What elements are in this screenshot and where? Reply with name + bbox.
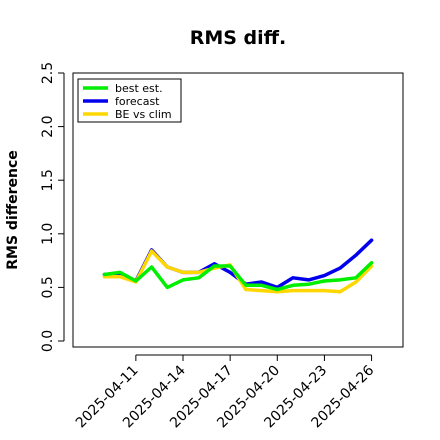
series-line-best-est-: [102, 260, 374, 292]
legend-label: best est.: [115, 82, 163, 95]
y-tick-label: 1.5: [40, 169, 56, 191]
legend-label: BE vs clim: [115, 108, 172, 121]
y-axis: 0.0 0.5 1.0 1.5 2.0 2.5: [40, 62, 65, 352]
plot-frame: [72, 72, 404, 348]
y-tick-label: 2.0: [40, 115, 56, 137]
legend-label: forecast: [115, 95, 160, 108]
y-tick-label: 0.5: [40, 276, 56, 298]
chart-title: RMS diff.: [190, 27, 287, 49]
y-axis-label: RMS difference: [5, 150, 21, 270]
y-tick-label: 0.0: [40, 330, 56, 352]
y-tick-label: 2.5: [40, 62, 56, 84]
x-axis: 2025-04-112025-04-142025-04-172025-04-20…: [73, 354, 377, 431]
y-tick-label: 1.0: [40, 223, 56, 245]
series-layer: [102, 238, 374, 294]
